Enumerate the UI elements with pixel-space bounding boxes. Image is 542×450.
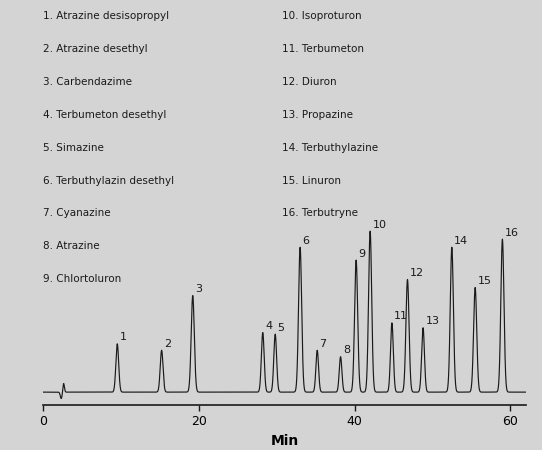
Text: 4: 4 — [265, 321, 272, 331]
Text: 16: 16 — [505, 228, 519, 238]
Text: 5. Simazine: 5. Simazine — [43, 143, 104, 153]
Text: 3: 3 — [195, 284, 202, 294]
Text: 14. Terbuthylazine: 14. Terbuthylazine — [282, 143, 378, 153]
Text: 15: 15 — [478, 276, 492, 286]
Text: 7: 7 — [320, 339, 327, 349]
Text: 11. Terbumeton: 11. Terbumeton — [282, 44, 364, 54]
Text: 6. Terbuthylazin desethyl: 6. Terbuthylazin desethyl — [43, 176, 175, 185]
X-axis label: Min: Min — [270, 434, 299, 448]
Text: 5: 5 — [278, 323, 285, 333]
Text: 1: 1 — [120, 332, 127, 342]
Text: 4. Terbumeton desethyl: 4. Terbumeton desethyl — [43, 110, 167, 120]
Text: 10. Isoproturon: 10. Isoproturon — [282, 11, 362, 21]
Text: 9: 9 — [358, 248, 366, 258]
Text: 16. Terbutryne: 16. Terbutryne — [282, 208, 358, 218]
Text: 11: 11 — [394, 311, 408, 321]
Text: 7. Cyanazine: 7. Cyanazine — [43, 208, 111, 218]
Text: 8. Atrazine: 8. Atrazine — [43, 241, 100, 251]
Text: 13: 13 — [425, 316, 440, 326]
Text: 8: 8 — [343, 345, 350, 355]
Text: 9. Chlortoluron: 9. Chlortoluron — [43, 274, 121, 284]
Text: 10: 10 — [372, 220, 386, 230]
Text: 12. Diuron: 12. Diuron — [282, 77, 337, 87]
Text: 2: 2 — [164, 339, 171, 349]
Text: 6: 6 — [302, 236, 309, 246]
Text: 3. Carbendazime: 3. Carbendazime — [43, 77, 132, 87]
Text: 12: 12 — [410, 268, 424, 278]
Text: 13. Propazine: 13. Propazine — [282, 110, 353, 120]
Text: 14: 14 — [454, 236, 468, 246]
Text: 15. Linuron: 15. Linuron — [282, 176, 341, 185]
Text: 1. Atrazine desisopropyl: 1. Atrazine desisopropyl — [43, 11, 170, 21]
Text: 2. Atrazine desethyl: 2. Atrazine desethyl — [43, 44, 148, 54]
